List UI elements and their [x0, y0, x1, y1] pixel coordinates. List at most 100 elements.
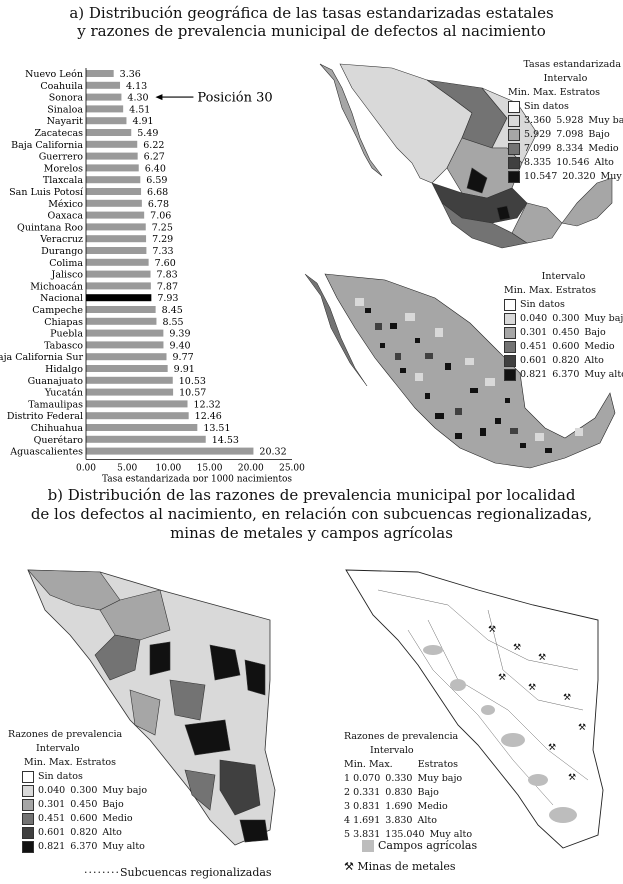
x-tick-label: 15.00 [197, 463, 223, 473]
legend-swatch [22, 784, 34, 797]
bar-category-label: Aguascalientes [9, 447, 83, 458]
bar-category-label: Chihuahua [31, 423, 84, 434]
legend-row-min: 0.070 [353, 773, 381, 784]
bar-value-label: 7.06 [150, 211, 171, 222]
bar-value-label: 7.93 [157, 293, 178, 304]
bar-value-label: 4.13 [126, 81, 147, 92]
sonora-agri-mines-map: ⚒ ⚒ ⚒ ⚒ ⚒ ⚒ ⚒ ⚒ ⚒ [345, 569, 604, 849]
legend-row-max: 3.830 [385, 815, 413, 826]
bar-category-label: Nacional [40, 293, 83, 304]
bar-value-label: 7.60 [155, 258, 176, 269]
legend-row-max: 0.830 [385, 787, 413, 798]
legend-col-strata: Estratos [417, 759, 458, 770]
legend-row-max: 0.600 [70, 813, 98, 824]
legend-col-max: Max. [48, 757, 73, 768]
legend-col-min: Min. [504, 285, 526, 296]
legend-swatch [504, 340, 516, 353]
legend-row: 0.451 0.600 Medio [22, 812, 148, 826]
title-a-line1: a) Distribución geográfica de las tasas … [69, 4, 554, 22]
legend-sonora-agri: Razones de prevalencia Intervalo Min. Ma… [344, 730, 494, 842]
x-tick-label: 10.00 [156, 463, 182, 473]
legend-muni-title: Intervalo [541, 271, 586, 282]
legend-row-min: 3.831 [353, 829, 381, 840]
legend-row-number: 5 [344, 829, 354, 840]
bar-category-label: Veracruz [39, 234, 83, 245]
legend-col-min: Min. [344, 759, 366, 770]
legend-col-max: Max. [532, 87, 557, 98]
legend-col-min: Min. [24, 757, 46, 768]
bar [86, 400, 188, 408]
bar [86, 329, 164, 337]
legend-row-min: 8.335 [524, 157, 552, 168]
legend-row-max: 8.334 [556, 143, 584, 154]
legend-col-strata: Estratos [75, 757, 116, 768]
bar-category-label: Distrito Federal [7, 411, 83, 422]
legend-state-title: Tasas estandarizada [523, 59, 621, 70]
bar-value-label: 6.59 [146, 175, 167, 186]
legend-row: 4 1.691 3.830 Alto [344, 814, 494, 828]
legend-row-label: Bajo [417, 787, 439, 798]
bar [86, 424, 198, 431]
mexico-states-map [319, 63, 613, 249]
legend-row: 1 0.070 0.330 Muy bajo [344, 772, 494, 786]
bar [86, 117, 127, 125]
legend-row-label: Muy bajo [417, 773, 463, 784]
legend-row-label: Muy bajo [102, 785, 148, 796]
title-b-line3: minas de metales y campos agrícolas [170, 524, 453, 542]
bar-category-label: Baja California Sur [0, 352, 83, 363]
legend-row-min: 1.691 [353, 815, 381, 826]
bar [86, 81, 121, 89]
legend-row-max: 0.300 [552, 313, 580, 324]
legend-sonora-prevalence: Razones de prevalencia Intervalo Min. Ma… [8, 728, 148, 854]
legend-swatch [508, 170, 520, 183]
legend-row-max: 0.820 [552, 355, 580, 366]
x-tick-label: 20.00 [238, 463, 264, 473]
legend-row: 10.547 20.320 Muy alto [508, 170, 623, 184]
x-tick-label: 25.00 [279, 463, 305, 473]
legend-swatch [504, 354, 516, 367]
bar [86, 105, 124, 113]
legend-swatch [504, 368, 516, 381]
annotation-arrowhead [155, 94, 163, 101]
legend-row-label: Muy bajo [588, 115, 623, 126]
legend-row: 7.099 8.334 Medio [508, 142, 623, 156]
pickaxe-icon: ⚒ [344, 860, 358, 873]
legend-no-data: Sin datos [524, 101, 569, 112]
subcuencas-label: Subcuencas regionalizadas [119, 866, 272, 879]
legend-row-max: 0.820 [70, 827, 98, 838]
bar-value-label: 4.91 [132, 116, 153, 127]
bar-category-label: Colima [49, 258, 83, 269]
campos-label: Campos agrícolas [378, 839, 478, 852]
legend-row-label: Muy alto [429, 829, 473, 840]
legend-swatch [508, 156, 520, 169]
title-b-line2: de los defectos al nacimiento, en relaci… [30, 505, 593, 523]
legend-row: 3 0.831 1.690 Medio [344, 800, 494, 814]
legend-row-max: 20.320 [562, 171, 596, 182]
state-rate-bar-chart: Nuevo León 3.36 Coahuila 4.13 Sonora 4.30 Posi… [0, 68, 305, 482]
bar [86, 412, 189, 420]
bar-value-label: 9.40 [169, 340, 190, 351]
bar-value-label: 9.77 [173, 352, 194, 363]
bar [86, 282, 151, 290]
bar [86, 247, 147, 254]
legend-row: 0.040 0.300 Muy bajo [504, 312, 623, 326]
bar-category-label: Tamaulipas [28, 399, 83, 410]
legend-row-label: Muy alto [600, 171, 623, 182]
bar [86, 211, 145, 219]
legend-row-max: 0.450 [552, 327, 580, 338]
legend-row-max: 0.330 [385, 773, 413, 784]
legend-swatch [508, 128, 520, 141]
bar [86, 140, 138, 148]
svg-text:⚒: ⚒ [513, 643, 521, 653]
legend-row-max: 6.370 [70, 841, 98, 852]
bar-category-label: Jalisco [51, 270, 84, 281]
legend-col-strata: Estratos [559, 87, 600, 98]
bar-value-label: 6.78 [148, 199, 169, 210]
bar [86, 447, 254, 455]
legend-row-min: 3.360 [524, 115, 552, 126]
bar-value-label: 6.22 [143, 140, 164, 151]
legend-swatch [504, 326, 516, 339]
legend-row-max: 5.928 [556, 115, 584, 126]
legend-row: 0.821 6.370 Muy alto [504, 368, 623, 382]
legend-swatch [22, 770, 34, 783]
